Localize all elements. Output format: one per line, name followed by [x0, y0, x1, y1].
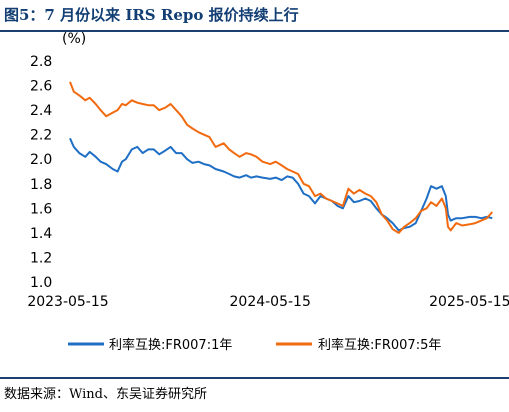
x-axis-ticks: 2023-05-15 2024-05-15 2025-05-15 [27, 294, 509, 310]
y-tick-label: 1.2 [30, 250, 52, 266]
y-tick-label: 2.2 [30, 128, 52, 144]
bottom-rule [0, 377, 509, 379]
y-tick-label: 2.6 [30, 79, 52, 95]
legend: 利率互换:FR007:1年 利率互换:FR007:5年 [68, 337, 441, 353]
x-tick-label: 2025-05-15 [429, 294, 509, 310]
x-tick-label: 2023-05-15 [27, 294, 108, 310]
series-line-5y [69, 81, 494, 234]
y-axis-ticks: 2.8 2.6 2.4 2.2 2.0 1.8 1.6 1.4 1.2 1.0 [30, 54, 52, 291]
series-line-1y [69, 137, 493, 232]
legend-label-5y: 利率互换:FR007:5年 [318, 337, 441, 353]
legend-label-1y: 利率互换:FR007:1年 [109, 337, 232, 353]
y-tick-label: 2.0 [30, 152, 52, 168]
series-lines [69, 81, 494, 234]
y-tick-label: 2.8 [30, 54, 52, 70]
top-rule [0, 30, 509, 32]
y-tick-label: 2.4 [30, 103, 52, 119]
data-source-note: 数据来源：Wind、东吴证券研究所 [4, 387, 207, 402]
y-tick-label: 1.6 [30, 201, 52, 217]
figure-title: 图5：7 月份以来 IRS Repo 报价持续上行 [4, 6, 299, 24]
y-tick-label: 1.8 [30, 177, 52, 193]
y-tick-label: 1.0 [30, 275, 52, 291]
x-tick-label: 2024-05-15 [230, 294, 311, 310]
y-tick-label: 1.4 [30, 226, 52, 242]
y-axis-unit-label: (%) [62, 31, 86, 47]
